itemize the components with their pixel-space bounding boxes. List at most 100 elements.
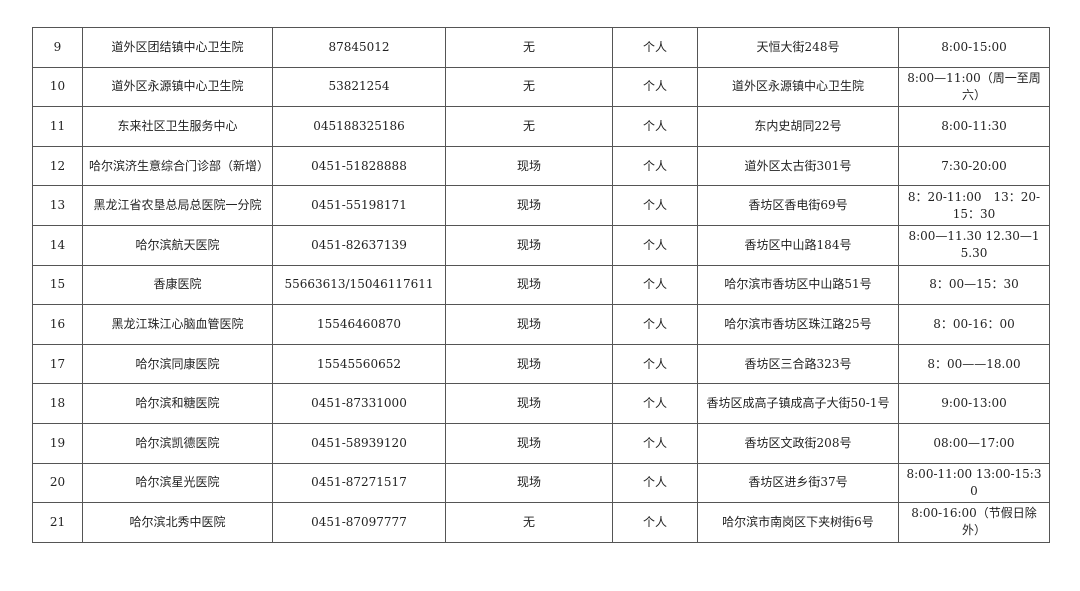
type: 个人 <box>612 185 698 226</box>
clinic-name: 哈尔滨凯德医院 <box>82 422 273 464</box>
hours: 8：00-16：00 <box>898 304 1050 345</box>
clinic-name: 哈尔滨北秀中医院 <box>82 502 273 543</box>
clinic-name: 黑龙江省农垦总局总医院一分院 <box>82 185 273 226</box>
hours: 8:00-16:00（节假日除外） <box>898 502 1050 543</box>
table-row: 20 哈尔滨星光医院 0451-87271517 现场 个人 香坊区进乡街37号 8:00-… <box>32 462 1050 504</box>
hours: 8:00-11:30 <box>898 106 1050 147</box>
clinic-name: 道外区永源镇中心卫生院 <box>82 66 273 108</box>
address: 香坊区中山路184号 <box>697 224 899 266</box>
address: 天恒大街248号 <box>697 27 899 68</box>
hours: 9:00-13:00 <box>898 383 1050 424</box>
address: 香坊区香电街69号 <box>697 185 899 226</box>
type: 个人 <box>612 66 698 108</box>
hours: 8:00-11:00 13:00-15:30 <box>898 462 1050 504</box>
phone: 045188325186 <box>272 106 446 147</box>
clinic-name: 黑龙江珠江心脑血管医院 <box>82 304 273 345</box>
row-number: 15 <box>32 264 83 306</box>
type: 个人 <box>612 264 698 306</box>
address: 道外区太古街301号 <box>697 145 899 187</box>
phone: 15545560652 <box>272 343 446 385</box>
row-number: 11 <box>32 106 83 147</box>
table-row: 10 道外区永源镇中心卫生院 53821254 无个人 道外区永源镇中心卫生院 8:00—… <box>32 66 1050 108</box>
table-row: 21 哈尔滨北秀中医院 0451-87097777 无个人 哈尔滨市南岗区下夹树街6号 8… <box>32 502 1050 543</box>
clinic-name: 东来社区卫生服务中心 <box>82 106 273 147</box>
clinic-name: 香康医院 <box>82 264 273 306</box>
table-row: 17 哈尔滨同康医院 15545560652 现场 个人 香坊区三合路323号 8：00——… <box>32 343 1050 385</box>
phone: 55663613/15046117611 <box>272 264 446 306</box>
type: 个人 <box>612 304 698 345</box>
booking: 现场 <box>445 185 613 226</box>
booking: 现场 <box>445 343 613 385</box>
phone: 15546460870 <box>272 304 446 345</box>
hours: 8：20-11:00 13：20-15：30 <box>898 185 1050 226</box>
address: 香坊区文政街208号 <box>697 422 899 464</box>
phone: 0451-51828888 <box>272 145 446 187</box>
clinic-name: 哈尔滨航天医院 <box>82 224 273 266</box>
booking: 现场 <box>445 264 613 306</box>
hours: 8:00—11:00（周一至周六） <box>898 66 1050 108</box>
phone: 0451-55198171 <box>272 185 446 226</box>
row-number: 20 <box>32 462 83 504</box>
phone: 0451-82637139 <box>272 224 446 266</box>
phone: 0451-87271517 <box>272 462 446 504</box>
table-row: 9 道外区团结镇中心卫生院 87845012 无个人 天恒大街248号 8:00-15:0… <box>32 27 1050 68</box>
row-number: 10 <box>32 66 83 108</box>
phone: 0451-58939120 <box>272 422 446 464</box>
address: 哈尔滨市南岗区下夹树街6号 <box>697 502 899 543</box>
row-number: 21 <box>32 502 83 543</box>
clinic-name: 哈尔滨同康医院 <box>82 343 273 385</box>
address: 香坊区三合路323号 <box>697 343 899 385</box>
table-row: 19 哈尔滨凯德医院 0451-58939120 现场 个人 香坊区文政街208号 08:0… <box>32 422 1050 464</box>
booking: 现场 <box>445 145 613 187</box>
address: 香坊区成高子镇成高子大街50-1号 <box>697 383 899 424</box>
clinic-name: 哈尔滨和糖医院 <box>82 383 273 424</box>
row-number: 9 <box>32 27 83 68</box>
address: 哈尔滨市香坊区中山路51号 <box>697 264 899 306</box>
booking: 现场 <box>445 383 613 424</box>
hours: 7:30-20:00 <box>898 145 1050 187</box>
table-row: 14 哈尔滨航天医院 0451-82637139 现场 个人 香坊区中山路184号 8:00… <box>32 224 1050 266</box>
type: 个人 <box>612 106 698 147</box>
address: 道外区永源镇中心卫生院 <box>697 66 899 108</box>
row-number: 17 <box>32 343 83 385</box>
address: 哈尔滨市香坊区珠江路25号 <box>697 304 899 345</box>
row-number: 14 <box>32 224 83 266</box>
hours: 8：00——18.00 <box>898 343 1050 385</box>
row-number: 19 <box>32 422 83 464</box>
type: 个人 <box>612 224 698 266</box>
type: 个人 <box>612 462 698 504</box>
row-number: 18 <box>32 383 83 424</box>
booking: 现场 <box>445 224 613 266</box>
hours: 08:00—17:00 <box>898 422 1050 464</box>
booking: 现场 <box>445 422 613 464</box>
clinic-table: 9 道外区团结镇中心卫生院 87845012 无个人 天恒大街248号 8:00-15:0… <box>32 27 1050 543</box>
type: 个人 <box>612 27 698 68</box>
table-row: 18 哈尔滨和糖医院 0451-87331000 现场 个人 香坊区成高子镇成高子大街50… <box>32 383 1050 424</box>
booking: 现场 <box>445 304 613 345</box>
hours: 8：00—15：30 <box>898 264 1050 306</box>
type: 个人 <box>612 145 698 187</box>
booking: 现场 <box>445 462 613 504</box>
table-row: 16 黑龙江珠江心脑血管医院 15546460870 现场 个人 哈尔滨市香坊区珠江路25… <box>32 304 1050 345</box>
booking: 无 <box>445 27 613 68</box>
address: 东内史胡同22号 <box>697 106 899 147</box>
table-row: 11 东来社区卫生服务中心 045188325186 无个人 东内史胡同22号 8:00-… <box>32 106 1050 147</box>
phone: 0451-87331000 <box>272 383 446 424</box>
type: 个人 <box>612 383 698 424</box>
hours: 8:00-15:00 <box>898 27 1050 68</box>
type: 个人 <box>612 422 698 464</box>
table-row: 12 哈尔滨济生意综合门诊部（新增） 0451-51828888 现场 个人 道外区太古街… <box>32 145 1050 187</box>
booking: 无 <box>445 66 613 108</box>
table-body: 9 道外区团结镇中心卫生院 87845012 无个人 天恒大街248号 8:00-15:0… <box>32 27 1050 543</box>
address: 香坊区进乡街37号 <box>697 462 899 504</box>
clinic-name: 哈尔滨星光医院 <box>82 462 273 504</box>
row-number: 16 <box>32 304 83 345</box>
type: 个人 <box>612 502 698 543</box>
clinic-name: 道外区团结镇中心卫生院 <box>82 27 273 68</box>
clinic-name: 哈尔滨济生意综合门诊部（新增） <box>82 145 273 187</box>
table-row: 15 香康医院 55663613/15046117611 现场 个人 哈尔滨市香坊区中山路… <box>32 264 1050 306</box>
booking: 无 <box>445 502 613 543</box>
phone: 87845012 <box>272 27 446 68</box>
phone: 0451-87097777 <box>272 502 446 543</box>
